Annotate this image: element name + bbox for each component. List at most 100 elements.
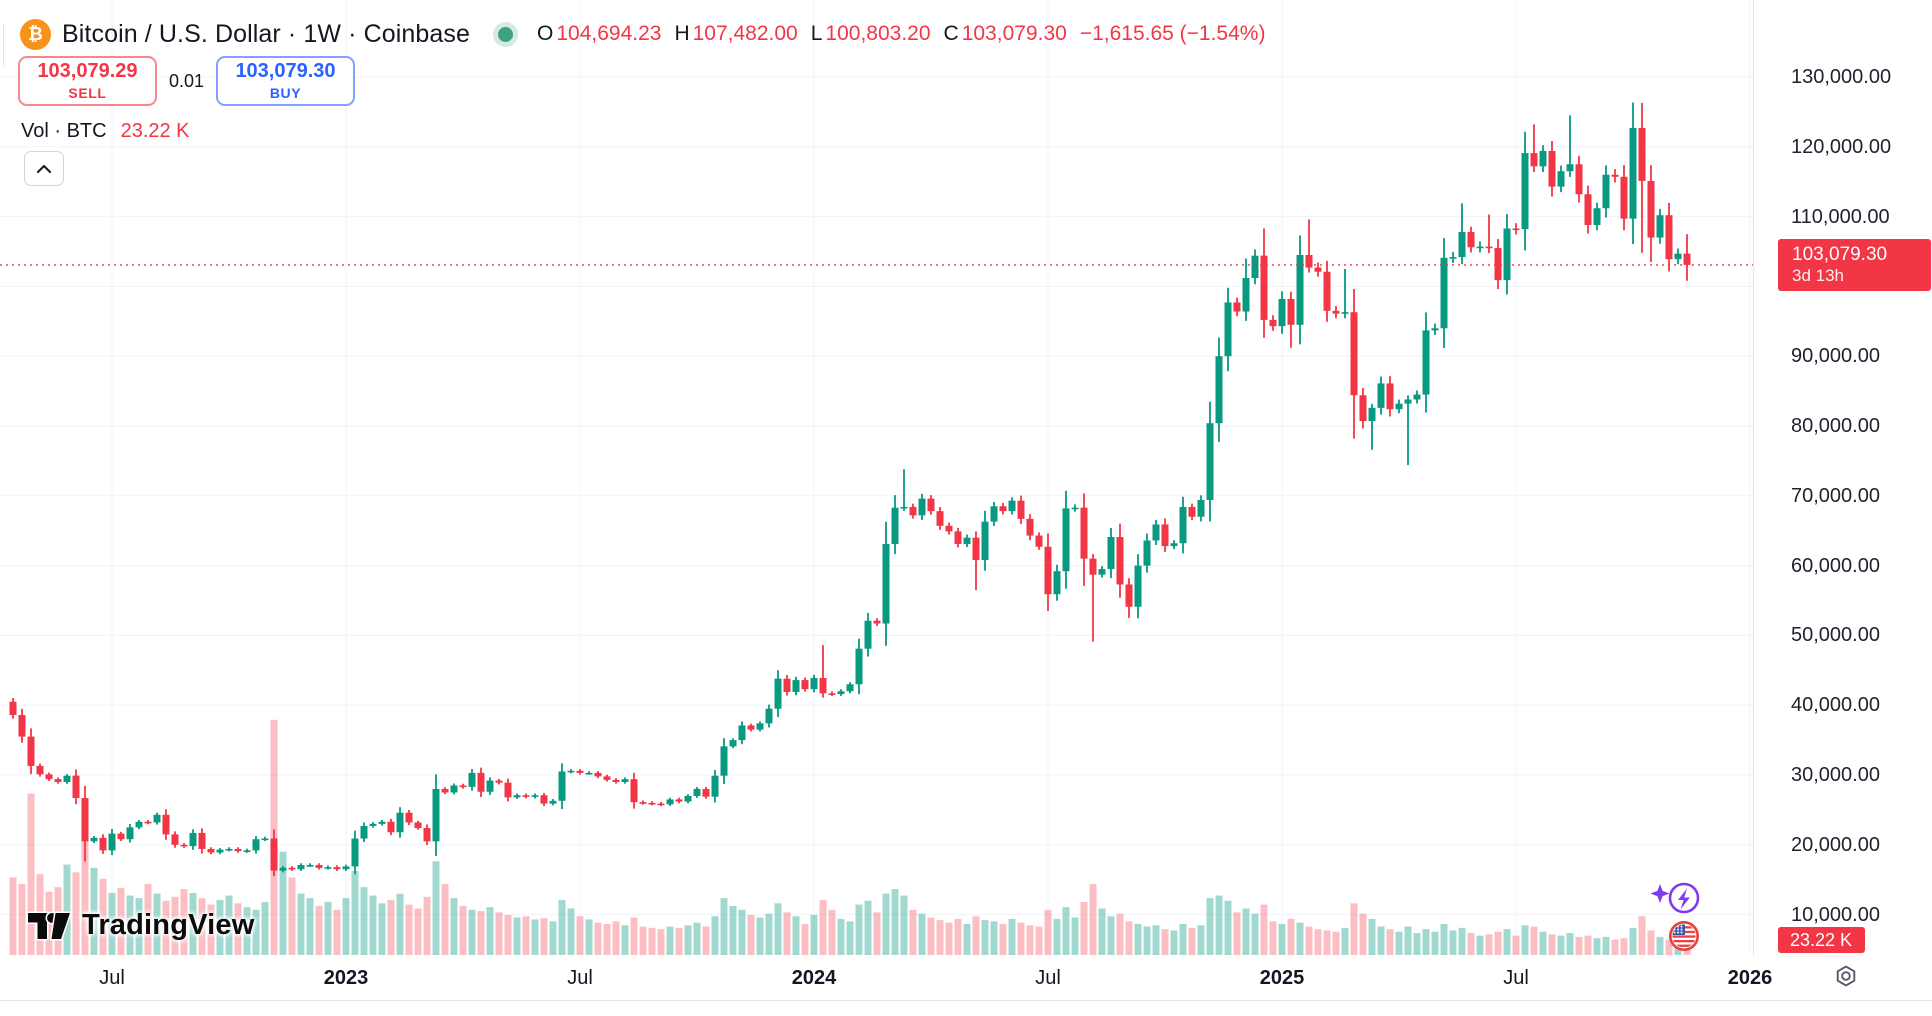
candle-body bbox=[1431, 328, 1439, 331]
volume-bar bbox=[1584, 935, 1592, 955]
settings-gear-icon[interactable] bbox=[1834, 964, 1858, 988]
volume-bar bbox=[891, 889, 899, 955]
candle-body bbox=[1638, 127, 1646, 182]
candle-body bbox=[504, 782, 512, 798]
volume-bar bbox=[1278, 923, 1286, 955]
candle-body bbox=[927, 498, 935, 512]
volume-bar bbox=[1080, 902, 1088, 955]
volume-bar bbox=[468, 909, 476, 955]
volume-bar bbox=[1359, 913, 1367, 955]
volume-bar bbox=[945, 922, 953, 955]
volume-bar bbox=[765, 913, 773, 955]
candle-body bbox=[81, 798, 89, 842]
volume-bar bbox=[315, 905, 323, 955]
volume-bar bbox=[414, 908, 422, 955]
candle-body bbox=[639, 802, 647, 804]
candle-body bbox=[1242, 278, 1250, 312]
candle-body bbox=[1593, 208, 1601, 225]
volume-bar bbox=[1386, 929, 1394, 955]
candle-body bbox=[675, 799, 683, 802]
spread-value: 0.01 bbox=[168, 71, 205, 91]
candle-body bbox=[324, 867, 332, 869]
volume-bar bbox=[936, 920, 944, 955]
time-axis-label: Jul bbox=[1503, 967, 1529, 989]
candle-body bbox=[342, 866, 350, 870]
candle-body bbox=[1539, 150, 1547, 167]
volume-bar bbox=[1620, 938, 1628, 955]
volume-bar bbox=[198, 898, 206, 955]
volume-bar bbox=[999, 923, 1007, 955]
volume-bar bbox=[1143, 926, 1151, 955]
us-market-flag-icon[interactable] bbox=[1668, 920, 1700, 957]
volume-bar bbox=[900, 895, 908, 955]
candle-body bbox=[882, 543, 890, 624]
time-axis-label: 2024 bbox=[791, 967, 837, 989]
time-axis-label: Jul bbox=[567, 967, 593, 989]
price-axis-label: 110,000.00 bbox=[1791, 205, 1890, 228]
volume-bar bbox=[738, 909, 746, 955]
volume-bar bbox=[351, 871, 359, 955]
candle-body bbox=[1422, 330, 1430, 395]
candle-body bbox=[1062, 508, 1070, 572]
volume-bar bbox=[405, 904, 413, 955]
candle-body bbox=[90, 837, 98, 842]
candle-body bbox=[279, 867, 287, 871]
candle-body bbox=[180, 844, 188, 847]
price-axis[interactable]: 103,079.30 3d 13h 23.22 K 130,000.00 120,… bbox=[1753, 0, 1932, 1000]
volume-legend-value: 23.22 K bbox=[120, 120, 190, 142]
ohlc-value: 107,482.00 bbox=[692, 22, 798, 45]
volume-bar bbox=[1413, 933, 1421, 955]
candle-body bbox=[153, 814, 161, 823]
candle-body bbox=[1332, 310, 1340, 314]
price-axis-label: 50,000.00 bbox=[1791, 624, 1880, 647]
candle-body bbox=[702, 788, 710, 797]
volume-bar bbox=[1161, 929, 1169, 955]
candle-body bbox=[1161, 524, 1169, 547]
volume-bar bbox=[819, 900, 827, 955]
sell-button[interactable]: 103,079.29 SELL bbox=[18, 56, 157, 106]
ohlc-pair: O 104,694.23 bbox=[537, 22, 661, 46]
candle-body bbox=[1476, 246, 1484, 249]
candle-body bbox=[1143, 540, 1151, 566]
price-axis-label: 130,000.00 bbox=[1791, 66, 1892, 88]
volume-bar bbox=[324, 902, 332, 955]
time-axis[interactable]: Jul 2023 Jul 2024 Jul 2025 Jul 2026 bbox=[0, 956, 1932, 1001]
volume-bar bbox=[1233, 912, 1241, 955]
symbol-title[interactable]: Bitcoin / U.S. Dollar · 1W · Coinbase bbox=[62, 19, 470, 48]
candle-body bbox=[1521, 153, 1529, 230]
volume-legend-label: Vol · BTC bbox=[21, 120, 107, 142]
candle-body bbox=[1566, 164, 1574, 172]
candlestick-chart[interactable] bbox=[0, 0, 1753, 1000]
buy-button[interactable]: 103,079.30 BUY bbox=[216, 56, 355, 106]
ohlc-label: L bbox=[810, 22, 823, 45]
candle-body bbox=[468, 772, 476, 787]
candle-body bbox=[144, 821, 152, 824]
price-axis-label: 10,000.00 bbox=[1791, 903, 1880, 926]
volume-bar bbox=[396, 893, 404, 955]
volume-bar bbox=[522, 916, 530, 955]
volume-bar bbox=[1404, 926, 1412, 955]
candle-body bbox=[396, 812, 404, 833]
volume-bar bbox=[360, 887, 368, 955]
candle-body bbox=[405, 812, 413, 823]
candle-body bbox=[1125, 584, 1133, 607]
candle-body bbox=[657, 803, 665, 806]
candle-body bbox=[1386, 383, 1394, 410]
candle-body bbox=[306, 865, 314, 867]
volume-bar bbox=[432, 861, 440, 955]
volume-bar bbox=[1647, 930, 1655, 955]
candle-body bbox=[261, 838, 269, 841]
volume-bar bbox=[639, 926, 647, 955]
volume-bar bbox=[1566, 933, 1574, 955]
ohlc-value: 104,694.23 bbox=[556, 22, 662, 45]
volume-bar bbox=[261, 902, 269, 955]
market-status-dot[interactable] bbox=[498, 26, 513, 42]
candle-body bbox=[666, 799, 674, 805]
volume-bar bbox=[1260, 904, 1268, 955]
volume-bar bbox=[99, 878, 107, 955]
collapse-legend-button[interactable] bbox=[24, 151, 64, 186]
candle-body bbox=[648, 802, 656, 805]
candle-body bbox=[963, 537, 971, 544]
candle-body bbox=[1233, 302, 1241, 312]
boost-lightning-icon[interactable] bbox=[1650, 881, 1702, 924]
